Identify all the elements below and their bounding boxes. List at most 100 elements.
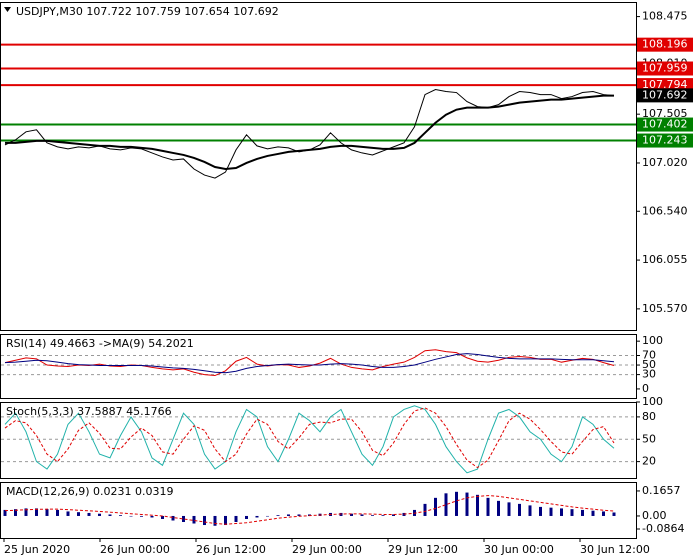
y-tick-label: 100 (642, 334, 663, 347)
level-label: 107.243 (642, 134, 688, 147)
x-tick-label: 30 Jun 00:00 (484, 543, 554, 556)
histogram-bar (612, 512, 616, 516)
histogram-bar (150, 515, 154, 518)
x-tick-label: 25 Jun 2020 (4, 543, 70, 556)
panel-title: Stoch(5,3,3) 37.5887 45.1766 (6, 405, 172, 418)
y-tick-label: 107.020 (642, 156, 688, 169)
y-tick-label: 30 (642, 368, 656, 381)
panel-title: USDJPY,M30 107.722 107.759 107.654 107.6… (16, 5, 279, 18)
y-tick-label: 100 (642, 395, 663, 408)
y-tick-label: 50 (642, 432, 656, 445)
y-tick-label: 106.540 (642, 204, 688, 217)
histogram-bar (276, 515, 280, 516)
histogram-bar (549, 507, 553, 516)
level-label: 108.196 (642, 38, 688, 51)
histogram-bar (560, 508, 563, 516)
histogram-bar (602, 511, 605, 516)
histogram-bar (108, 514, 112, 516)
level-label: 107.402 (642, 118, 688, 131)
y-tick-label: 20 (642, 455, 656, 468)
y-tick-label: 0 (642, 382, 649, 395)
series-line (4, 495, 615, 525)
histogram-bar (360, 514, 364, 516)
histogram-bar (98, 513, 101, 516)
y-tick-label: 80 (642, 410, 656, 423)
price-label-bg (637, 88, 693, 103)
histogram-bar (287, 514, 290, 516)
histogram-bar (434, 497, 437, 516)
histogram-bar (14, 509, 17, 516)
x-tick-label: 29 Jun 12:00 (388, 543, 458, 556)
histogram-bar (455, 491, 458, 516)
histogram-bar (213, 515, 217, 526)
histogram-bar (539, 506, 542, 516)
y-tick-label: 0.00 (642, 509, 667, 522)
histogram-bar (66, 511, 70, 516)
histogram-bar (255, 515, 259, 518)
y-tick-label: 106.055 (642, 253, 688, 266)
level-label: 107.959 (642, 62, 688, 75)
level-label-bg (637, 117, 693, 132)
histogram-bar (381, 515, 385, 516)
x-tick-label: 26 Jun 12:00 (196, 543, 266, 556)
histogram-bar (140, 515, 143, 517)
histogram-bar (87, 512, 91, 516)
x-tick-label: 26 Jun 00:00 (100, 543, 170, 556)
histogram-bar (171, 515, 175, 521)
histogram-bar (581, 509, 584, 516)
histogram-bar (161, 515, 164, 519)
y-tick-label: 107.505 (642, 107, 688, 120)
panel (0, 402, 637, 479)
panel (0, 334, 637, 399)
panel-title: RSI(14) 49.4663 ->MA(9) 54.2021 (6, 337, 194, 350)
series-line (5, 94, 614, 171)
histogram-bar (119, 515, 122, 516)
series-line (4, 407, 615, 469)
histogram-bar (245, 515, 248, 519)
series-line (4, 353, 615, 374)
histogram-bar (444, 493, 448, 516)
price-label: 107.692 (642, 88, 688, 101)
y-tick-label: 108.475 (642, 10, 688, 23)
histogram-bar (56, 509, 59, 516)
histogram-bar (497, 500, 500, 516)
histogram-bar (182, 515, 185, 522)
histogram-bar (234, 515, 238, 522)
menu-arrow (4, 7, 11, 12)
histogram-bar (3, 509, 7, 516)
y-tick-label: 0.1657 (642, 484, 681, 497)
histogram-bar (392, 514, 395, 516)
histogram-bar (192, 515, 196, 524)
level-label: 107.794 (642, 78, 688, 91)
histogram-bar (570, 509, 574, 516)
histogram-bar (77, 512, 80, 516)
histogram-bar (350, 513, 353, 516)
histogram-bar (507, 502, 511, 516)
histogram-bar (45, 509, 49, 516)
histogram-bar (129, 515, 133, 517)
histogram-bar (476, 494, 479, 516)
series-line (4, 405, 615, 474)
panel-title: MACD(12,26,9) 0.0231 0.0319 (6, 485, 174, 498)
y-tick-label: 50 (642, 358, 656, 371)
histogram-bar (486, 497, 490, 516)
histogram-bar (266, 515, 269, 517)
x-tick-label: 30 Jun 12:00 (580, 543, 650, 556)
histogram-bar (297, 514, 301, 516)
histogram-bar (24, 508, 28, 516)
histogram-bar (203, 515, 206, 526)
histogram-bar (528, 505, 532, 516)
panel (0, 2, 637, 331)
histogram-bar (35, 508, 38, 516)
histogram-bar (371, 515, 374, 516)
x-tick-label: 29 Jun 00:00 (292, 543, 362, 556)
histogram-bar (591, 510, 595, 516)
panel (0, 482, 637, 539)
level-label-bg (637, 37, 693, 52)
histogram-bar (518, 503, 521, 516)
level-label-bg (637, 133, 693, 148)
y-tick-label: 105.570 (642, 302, 688, 315)
histogram-bar (224, 515, 227, 526)
level-label-bg (637, 61, 693, 76)
